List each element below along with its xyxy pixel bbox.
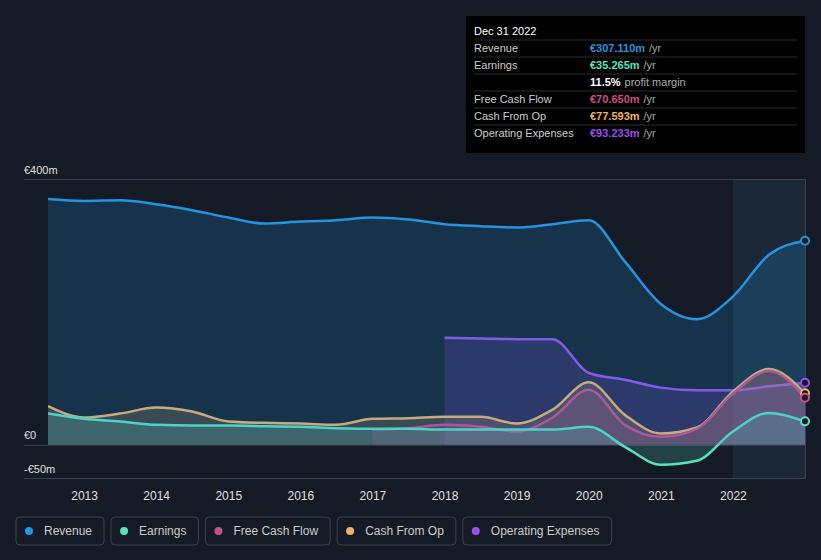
legend-label: Revenue <box>44 524 92 538</box>
info-row-value: €77.593m/yr <box>590 110 656 122</box>
grid-line <box>24 478 805 479</box>
y-tick-label: -€50m <box>24 463 55 475</box>
y-tick-label: €0 <box>24 429 36 441</box>
x-axis: 2013 2014 2015 2016 2017 2018 2019 2020 2021 2022 <box>49 478 806 503</box>
x-tick: 2018 <box>432 478 459 503</box>
x-tick: 2017 <box>360 478 387 503</box>
legend-label: Earnings <box>139 524 186 538</box>
x-tick-label: 2018 <box>432 489 459 503</box>
info-row-number: 11.5% <box>590 76 621 88</box>
end-points <box>801 237 809 426</box>
chart: €400m €0 -€50m 2013 2014 2015 2016 2017 2018 2019… <box>0 0 821 560</box>
x-tick-label: 2016 <box>287 489 314 503</box>
end-point <box>801 417 809 425</box>
legend-swatch <box>472 527 480 535</box>
info-box-bg <box>466 16 805 153</box>
info-row-unit: /yr <box>649 42 662 54</box>
info-box-title: Dec 31 2022 <box>474 25 536 37</box>
x-tick-label: 2017 <box>360 489 387 503</box>
info-row-number: €35.265m <box>590 59 640 71</box>
info-row-label: Revenue <box>474 42 518 54</box>
legend-button <box>16 517 104 545</box>
info-row-number: €307.110m <box>590 42 645 54</box>
y-tick: €400m <box>24 164 805 180</box>
y-axis-line <box>24 180 806 479</box>
info-row-sep <box>474 57 797 58</box>
info-row-value: €35.265m/yr <box>590 59 656 71</box>
info-row-label: Cash From Op <box>474 110 546 122</box>
x-tick-label: 2021 <box>648 489 675 503</box>
info-row-label: Free Cash Flow <box>474 93 552 105</box>
legend-item[interactable]: Earnings <box>111 517 198 545</box>
info-row-number: €77.593m <box>590 110 640 122</box>
info-row-sep <box>474 108 797 109</box>
x-tick-label: 2020 <box>576 489 603 503</box>
legend-item[interactable]: Revenue <box>16 517 104 545</box>
info-row-sep <box>474 91 797 92</box>
x-tick-label: 2022 <box>720 489 747 503</box>
info-row-unit: /yr <box>644 110 657 122</box>
end-point <box>801 237 809 245</box>
grid-line <box>24 179 805 180</box>
legend-item[interactable]: Free Cash Flow <box>205 517 330 545</box>
info-row-number: €93.233m <box>590 127 640 139</box>
legend-label: Cash From Op <box>365 524 444 538</box>
x-tick-label: 2014 <box>143 489 170 503</box>
x-tick: 2019 <box>504 478 531 503</box>
info-row-sep <box>474 40 797 41</box>
x-tick: 2022 <box>720 478 747 503</box>
legend-item[interactable]: Cash From Op <box>337 517 456 545</box>
legend: Revenue Earnings Free Cash Flow Cash From O… <box>16 517 612 545</box>
legend-label: Free Cash Flow <box>233 524 318 538</box>
legend-swatch <box>214 527 222 535</box>
info-row-unit: profit margin <box>625 76 686 88</box>
y-tick-label: €400m <box>24 164 58 176</box>
series-line <box>48 199 805 319</box>
info-row-value: €307.110m/yr <box>590 42 662 54</box>
x-tick: 2013 <box>71 478 98 503</box>
legend-button <box>337 517 456 545</box>
legend-item[interactable]: Operating Expenses <box>463 517 612 545</box>
legend-swatch <box>346 527 354 535</box>
legend-swatch <box>120 527 128 535</box>
y-axis: €400m €0 -€50m <box>24 164 806 479</box>
info-row-value: €70.650m/yr <box>590 93 656 105</box>
legend-button <box>463 517 612 545</box>
info-row-sep <box>474 125 797 126</box>
legend-button <box>205 517 330 545</box>
x-tick: 2016 <box>287 478 314 503</box>
x-tick-label: 2019 <box>504 489 531 503</box>
end-point <box>801 379 809 387</box>
end-point <box>801 394 809 402</box>
x-tick: 2021 <box>648 478 675 503</box>
info-box: Dec 31 2022 Revenue €307.110m/yr Earnings €3… <box>466 16 805 153</box>
info-row-unit: /yr <box>644 127 657 139</box>
x-tick-label: 2013 <box>71 489 98 503</box>
series-area <box>48 199 805 445</box>
x-tick: 2014 <box>143 478 170 503</box>
legend-label: Operating Expenses <box>491 524 600 538</box>
info-row-value: €93.233m/yr <box>590 127 656 139</box>
y-tick: -€50m <box>24 463 805 479</box>
info-row-label: Operating Expenses <box>474 127 574 139</box>
x-tick-label: 2015 <box>215 489 242 503</box>
info-row-label: Earnings <box>474 59 518 71</box>
x-axis-line <box>49 478 806 479</box>
legend-button <box>111 517 198 545</box>
info-row-sep <box>474 74 797 75</box>
x-tick: 2020 <box>576 478 603 503</box>
info-row-unit: /yr <box>644 93 657 105</box>
info-row-value: 11.5% profit margin <box>590 76 686 88</box>
legend-swatch <box>25 527 33 535</box>
plot-marks <box>48 199 805 465</box>
info-row-unit: /yr <box>644 59 657 71</box>
info-row-number: €70.650m <box>590 93 640 105</box>
x-tick: 2015 <box>215 478 242 503</box>
